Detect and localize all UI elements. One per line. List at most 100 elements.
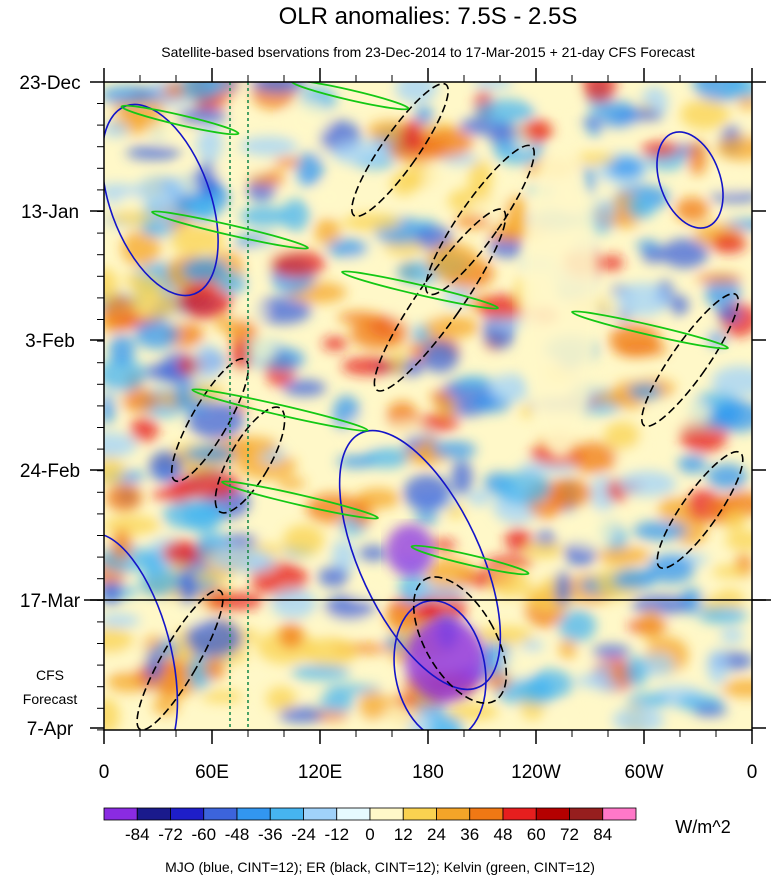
kelvin-contour [341, 270, 499, 310]
olr-anomaly-patch [633, 520, 688, 541]
x-tick-label: 60W [624, 762, 663, 783]
olr-neutral-band [520, 140, 600, 460]
olr-anomaly-patch [490, 569, 531, 598]
kelvin-contour [120, 104, 240, 136]
colorbar-swatch [469, 807, 504, 821]
olr-anomaly-patch [139, 566, 178, 597]
olr-anomaly-patch [612, 568, 657, 590]
olr-anomaly-patch [342, 213, 401, 232]
olr-anomaly-patch [270, 588, 317, 619]
olr-anomaly-patch [527, 669, 573, 699]
olr-anomaly-patch [196, 126, 223, 162]
olr-anomaly-patch [123, 273, 144, 285]
olr-anomaly-patch [456, 375, 493, 389]
olr-anomaly-patch [624, 655, 649, 687]
olr-anomaly-patch [722, 175, 741, 192]
olr-anomaly-patch [176, 107, 227, 125]
olr-anomaly-patch [451, 459, 473, 496]
colorbar-label: 48 [494, 825, 513, 844]
olr-field [104, 82, 752, 730]
olr-anomaly-patch [273, 156, 304, 168]
olr-anomaly-patch [558, 609, 597, 642]
olr-anomaly-patch [661, 238, 709, 269]
colorbar-label: 36 [460, 825, 479, 844]
olr-anomaly-patch [559, 637, 577, 659]
olr-enhanced-convection [386, 524, 434, 576]
kelvin-contour [221, 480, 379, 520]
olr-anomaly-patch [322, 336, 348, 351]
olr-anomaly-patch [616, 282, 670, 317]
colorbar-label: -12 [324, 825, 349, 844]
olr-anomaly-patch [341, 357, 396, 376]
olr-anomaly-patch [635, 239, 659, 251]
olr-anomaly-patch [403, 474, 451, 511]
olr-anomaly-patch [592, 644, 631, 658]
olr-anomaly-patch [208, 167, 266, 178]
forecast-label-line2: Forecast [23, 691, 78, 707]
olr-anomaly-patch [121, 230, 161, 267]
colorbar-swatch [303, 807, 338, 821]
olr-anomaly-patch [266, 686, 297, 712]
olr-anomaly-patch [254, 296, 312, 325]
olr-anomaly-patch [126, 146, 181, 160]
olr-anomaly-patch [617, 470, 677, 497]
olr-anomaly-patch [470, 197, 515, 217]
olr-anomaly-patch [484, 556, 534, 569]
olr-anomaly-patch [104, 121, 129, 138]
olr-anomaly-patch [190, 382, 226, 403]
kelvin-contour [191, 388, 369, 432]
olr-anomaly-patch [688, 140, 707, 176]
colorbar-label: -48 [225, 825, 250, 844]
olr-anomaly-patch [331, 140, 389, 166]
olr-anomaly-patch [104, 295, 136, 332]
olr-anomaly-patch [504, 527, 532, 552]
olr-anomaly-patch [152, 696, 180, 716]
olr-anomaly-patch [612, 706, 665, 730]
olr-anomaly-patch [532, 87, 578, 104]
kelvin-contour [571, 310, 729, 350]
olr-anomaly-patch [426, 242, 480, 280]
olr-anomaly-patch [278, 706, 324, 723]
olr-anomaly-patch [477, 625, 534, 645]
wave-contours [104, 82, 744, 730]
olr-anomaly-patch [706, 463, 748, 490]
olr-anomaly-patch [674, 513, 708, 546]
olr-anomaly-patch [327, 238, 369, 258]
olr-anomaly-patch [129, 417, 159, 442]
olr-anomaly-patch [235, 303, 269, 320]
colorbar-label: 0 [365, 825, 374, 844]
olr-anomaly-patch [201, 690, 243, 703]
olr-anomaly-patch [413, 511, 439, 524]
olr-anomaly-patch [104, 613, 141, 628]
olr-anomaly-patch [631, 595, 691, 615]
olr-anomaly-patch [358, 690, 387, 721]
olr-anomaly-patch [626, 195, 656, 219]
olr-anomaly-patch [277, 477, 306, 490]
olr-anomaly-patch [603, 254, 624, 271]
olr-anomaly-patch [423, 315, 480, 339]
er-contour [351, 82, 449, 218]
er-contour [214, 406, 286, 514]
colorbar-swatch [602, 807, 637, 821]
colorbar-swatch [103, 807, 138, 821]
olr-anomaly-patch [697, 606, 748, 624]
er-contour [170, 357, 250, 483]
reference-lines [229, 82, 249, 730]
olr-anomaly-patch [104, 357, 146, 392]
olr-anomaly-patch [239, 136, 299, 156]
x-tick-label: 0 [99, 762, 110, 783]
y-axis: 23-Dec 13-Jan 3-Feb 24-Feb 17-Mar 7-Apr [19, 73, 766, 740]
olr-anomaly-patch [488, 374, 535, 402]
y-tick-label: 3-Feb [25, 331, 75, 352]
olr-anomaly-patch [104, 393, 116, 425]
olr-anomaly-patch [525, 541, 564, 559]
kelvin-contour [410, 544, 530, 576]
olr-anomaly-patch [314, 218, 341, 246]
olr-anomaly-patch [162, 500, 220, 530]
olr-anomaly-patch [193, 344, 222, 380]
olr-anomaly-patch [185, 619, 243, 658]
olr-anomaly-patch [607, 156, 644, 179]
olr-anomaly-patch [105, 483, 143, 512]
olr-anomaly-patch [663, 399, 710, 429]
olr-anomaly-patch [104, 432, 137, 458]
